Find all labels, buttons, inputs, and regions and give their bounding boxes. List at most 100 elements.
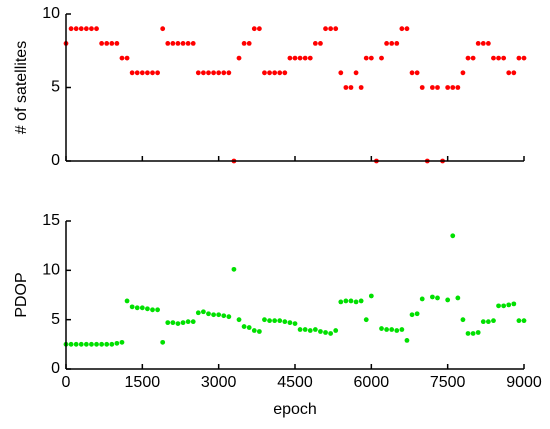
point xyxy=(419,85,425,90)
point xyxy=(256,26,262,32)
point xyxy=(328,26,334,32)
point xyxy=(379,326,384,331)
point xyxy=(368,55,374,61)
point xyxy=(185,41,191,46)
point xyxy=(155,307,161,313)
point xyxy=(521,55,527,61)
point xyxy=(221,313,227,319)
point xyxy=(180,41,186,46)
point xyxy=(384,327,389,332)
point xyxy=(409,312,415,318)
point xyxy=(491,55,496,61)
point xyxy=(343,298,349,304)
point xyxy=(175,41,181,46)
y-tick-label: 5 xyxy=(51,79,60,96)
point xyxy=(516,55,522,61)
point xyxy=(297,327,303,332)
point xyxy=(262,70,267,76)
point xyxy=(394,328,400,333)
point xyxy=(78,26,84,32)
point xyxy=(323,26,328,32)
point xyxy=(155,70,161,76)
x-tick-label: 3000 xyxy=(201,374,237,391)
point xyxy=(73,341,79,347)
y-axis-label: # of satellites xyxy=(13,41,30,134)
point xyxy=(343,85,349,90)
point xyxy=(114,340,120,346)
x-tick-label: 7500 xyxy=(430,374,466,391)
point xyxy=(353,299,359,305)
point xyxy=(180,320,186,326)
point xyxy=(485,319,491,325)
point xyxy=(445,297,451,303)
point xyxy=(312,41,318,46)
point xyxy=(206,70,211,76)
point xyxy=(282,319,288,325)
point xyxy=(363,55,369,61)
point xyxy=(328,331,334,336)
point xyxy=(206,311,211,317)
point xyxy=(160,339,166,345)
point xyxy=(435,295,440,301)
point xyxy=(272,70,278,76)
point xyxy=(216,312,222,318)
point xyxy=(496,303,501,309)
point xyxy=(251,328,257,333)
point xyxy=(267,70,272,76)
point xyxy=(318,329,323,334)
point xyxy=(277,70,283,76)
point xyxy=(139,70,145,76)
point xyxy=(160,26,166,32)
point xyxy=(475,330,481,335)
point xyxy=(185,319,191,325)
point xyxy=(109,41,115,46)
point xyxy=(68,26,74,32)
point xyxy=(89,26,94,32)
point xyxy=(246,325,252,330)
point xyxy=(501,55,507,61)
point xyxy=(389,327,395,332)
point xyxy=(368,293,374,299)
point xyxy=(485,41,491,46)
point xyxy=(287,320,293,326)
point xyxy=(470,331,476,336)
point xyxy=(419,296,425,302)
point xyxy=(78,341,84,347)
y-tick-label: 0 xyxy=(51,152,60,169)
point xyxy=(104,41,110,46)
point xyxy=(145,70,150,76)
point xyxy=(256,329,262,334)
point xyxy=(333,328,339,333)
point xyxy=(435,85,440,90)
point xyxy=(109,341,115,347)
point xyxy=(302,55,308,61)
point xyxy=(165,41,171,46)
point xyxy=(226,314,232,320)
point xyxy=(384,41,389,46)
point xyxy=(119,339,125,345)
point xyxy=(89,341,94,347)
point xyxy=(231,266,237,272)
point xyxy=(318,41,323,46)
point xyxy=(470,55,476,61)
point xyxy=(404,337,410,343)
point xyxy=(282,70,288,76)
point xyxy=(455,85,461,90)
point xyxy=(511,301,517,307)
point xyxy=(145,306,150,312)
point xyxy=(134,70,140,76)
point xyxy=(333,26,339,32)
point xyxy=(221,70,227,76)
x-tick-label: 4500 xyxy=(277,374,313,391)
point xyxy=(414,311,420,317)
point xyxy=(506,302,512,308)
point xyxy=(480,41,486,46)
point xyxy=(190,319,196,325)
point xyxy=(338,70,344,76)
point xyxy=(348,85,354,90)
point xyxy=(302,327,308,332)
x-tick-label: 1500 xyxy=(125,374,161,391)
point xyxy=(236,317,242,323)
point xyxy=(465,331,471,336)
y-tick-label: 10 xyxy=(42,262,60,279)
